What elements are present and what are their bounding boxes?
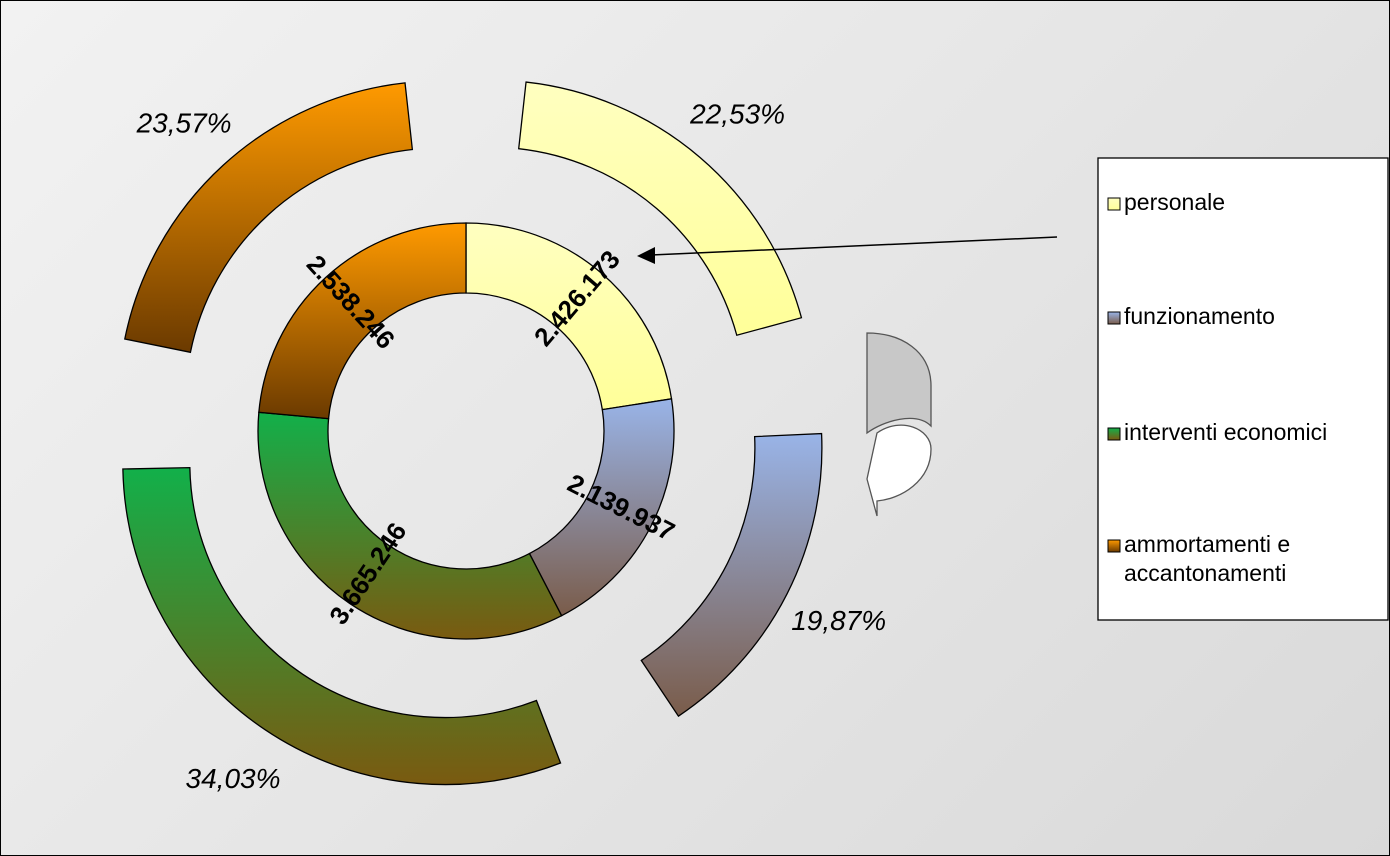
pointer-arrow-line [650, 236, 1058, 256]
legend-label-personale: personale [1124, 189, 1225, 215]
curved-arrow-icon [866, 332, 932, 517]
legend-swatch-ammortamenti-e-accantonamenti [1107, 539, 1121, 553]
percent-label-personale: 22,53% [689, 99, 785, 130]
inner-ring [257, 222, 675, 640]
percent-label-ammortamenti-e-accantonamenti: 23,57% [136, 108, 232, 139]
outer-slice-personale [517, 81, 803, 337]
percent-labels: 22,53% 19,87% 34,03% 23,57% [136, 99, 887, 794]
legend-label-funzionamento: funzionamento [1124, 303, 1275, 329]
percent-label-interventi-economici: 34,03% [186, 763, 281, 794]
outer-ring [122, 81, 823, 786]
legend-swatch-funzionamento [1107, 311, 1121, 325]
outer-slice-ammortamenti-e-accantonamenti [124, 82, 414, 354]
legend-swatch-personale [1107, 197, 1121, 211]
outer-slice-funzionamento [640, 432, 823, 718]
legend-swatch-interventi-economici [1107, 427, 1121, 441]
legend-label-interventi-economici: interventi economici [1124, 419, 1327, 445]
outer-slice-interventi-economici [122, 466, 562, 786]
inner-slice-ammortamenti-e-accantonamenti [258, 222, 467, 420]
legend: personale funzionamento interventi economi… [1097, 157, 1389, 621]
legend-box [1097, 157, 1389, 621]
legend-label-ammortamenti-e-accantonamenti: ammortamenti e accantonamenti [1124, 531, 1290, 586]
pointer-arrow-head [637, 247, 655, 264]
inner-slice-personale [465, 222, 673, 411]
percent-label-funzionamento: 19,87% [791, 605, 886, 636]
inner-slice-interventi-economici [257, 411, 563, 640]
